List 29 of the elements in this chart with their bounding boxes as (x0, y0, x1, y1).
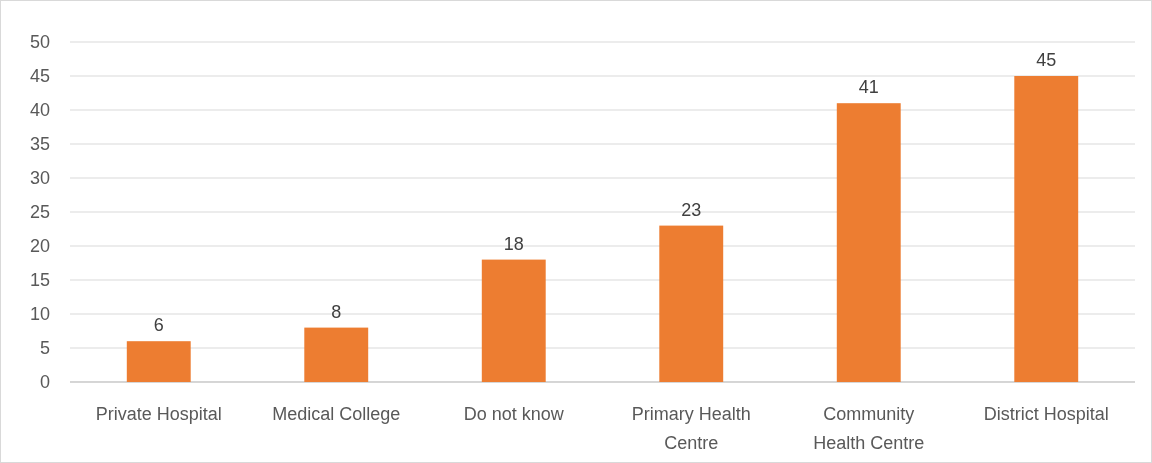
bar (659, 225, 724, 382)
y-tick-label: 35 (29, 134, 50, 155)
x-tick-label: Medical College (272, 404, 401, 424)
x-tick-label: District Hospital (983, 404, 1109, 424)
y-tick-label: 10 (29, 304, 50, 325)
y-tick-label: 5 (39, 338, 50, 359)
bar (836, 103, 901, 382)
x-tick-label: Do not know (463, 404, 565, 424)
y-tick-label: 50 (29, 32, 50, 53)
x-tick-label: Primary Health Centre (631, 404, 751, 453)
y-tick-label: 25 (29, 202, 50, 223)
bar (304, 327, 369, 382)
y-tick-label: 40 (29, 100, 50, 121)
bar (481, 259, 546, 382)
x-tick-label: Community Health Centre (813, 404, 925, 453)
y-tick-label: 30 (29, 168, 50, 189)
x-tick-label: Private Hospital (95, 404, 222, 424)
bar (1014, 76, 1079, 382)
data-label: 41 (858, 77, 879, 98)
y-tick-label: 0 (39, 372, 50, 393)
y-tick-label: 15 (29, 270, 50, 291)
y-tick-label: 45 (29, 66, 50, 87)
data-label: 8 (331, 301, 342, 322)
data-label: 6 (153, 315, 164, 336)
data-label: 45 (1036, 50, 1057, 70)
data-label: 23 (681, 199, 702, 220)
bar (126, 341, 191, 382)
y-tick-label: 20 (29, 236, 50, 257)
data-label: 18 (503, 233, 524, 254)
